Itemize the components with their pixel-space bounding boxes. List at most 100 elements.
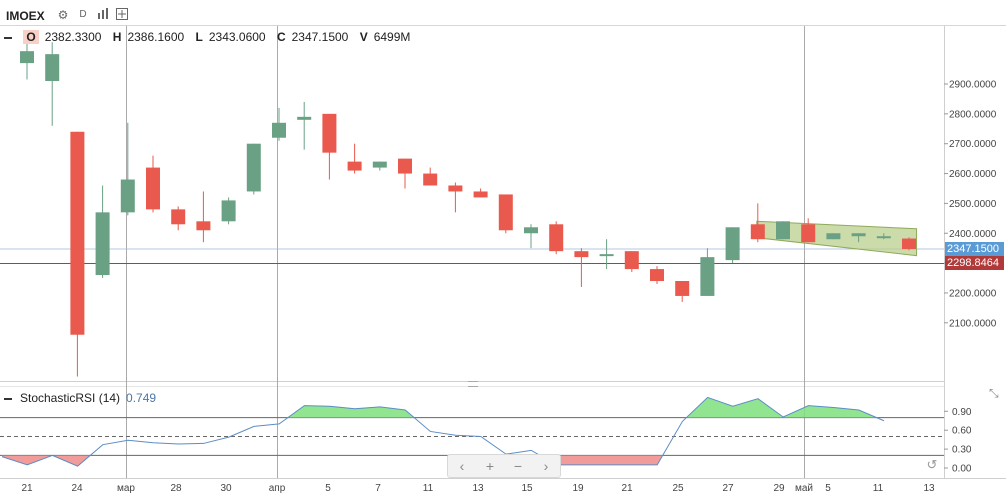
candle (221, 197, 236, 225)
time-tick-label: 29 (773, 483, 785, 494)
candle-body (574, 251, 589, 258)
candle-body (776, 221, 790, 240)
compare-icon[interactable] (115, 8, 129, 22)
candle-body (347, 161, 362, 171)
time-tick-label: 21 (21, 483, 33, 494)
candle (725, 227, 740, 264)
candle-body (599, 254, 614, 257)
time-tick-label: 24 (71, 483, 83, 494)
scroll-right-button[interactable]: › (543, 458, 549, 474)
candle (574, 248, 589, 287)
candle (70, 131, 85, 377)
candle-body (650, 269, 664, 282)
time-tick-label: 5 (325, 483, 331, 494)
candle-body (146, 167, 160, 210)
candle (498, 194, 513, 234)
candle (322, 113, 337, 180)
time-tick-label: 21 (621, 483, 633, 494)
time-tick-label: 13 (472, 483, 484, 494)
gear-icon[interactable]: ⚙ (57, 8, 69, 22)
volume-value: 6499M (373, 30, 411, 44)
candle (196, 191, 211, 243)
time-tick-label: 30 (220, 483, 232, 494)
candle (171, 206, 186, 231)
candle-body (549, 224, 564, 252)
drag-handle-icon[interactable] (4, 36, 12, 39)
last-price-tag: 2347.1500 (945, 242, 1004, 256)
candle (524, 224, 538, 249)
candle (599, 239, 614, 270)
candle (851, 233, 866, 243)
time-tick-label: 7 (375, 483, 381, 494)
drag-handle-icon[interactable] (4, 397, 12, 400)
time-tick-label: 28 (170, 483, 182, 494)
time-tick-label: 5 (825, 483, 831, 494)
candle (423, 167, 438, 186)
candle (448, 182, 463, 213)
candle (20, 42, 34, 80)
candle-body (624, 251, 639, 270)
candle (826, 233, 841, 240)
chart-toolbar: IMOEX ⚙ D (0, 0, 1006, 28)
candle (902, 237, 916, 251)
candle-body (398, 158, 412, 174)
candle-body (272, 122, 286, 138)
candle (776, 221, 790, 240)
candle (146, 155, 160, 213)
time-tick-label: май (795, 483, 813, 494)
expand-arrows-icon[interactable]: ⤡ (989, 386, 999, 400)
stoch-oversold-fill (2, 455, 663, 467)
zoom-in-button[interactable]: + (485, 458, 495, 474)
price-tick-label: 2900.0000 (949, 80, 997, 91)
candle-body (750, 224, 765, 240)
indicator-tick-label: 0.30 (952, 445, 972, 456)
candle (246, 143, 261, 195)
scroll-left-button[interactable]: ‹ (459, 458, 465, 474)
reset-chart-button[interactable]: ↺ (926, 457, 938, 472)
symbol-label[interactable]: IMOEX (6, 9, 45, 23)
time-tick-label: 11 (423, 483, 434, 494)
price-tick-label: 2200.0000 (949, 288, 997, 299)
close-value: 2347.1500 (291, 30, 349, 44)
time-tick-label: 13 (923, 483, 935, 494)
candle-body (171, 209, 186, 225)
low-value: 2343.0600 (208, 30, 266, 44)
candle-body (95, 212, 110, 276)
stoch-overbought-fill (287, 397, 877, 418)
price-tick-label: 2500.0000 (949, 199, 997, 210)
close-label: C (276, 30, 286, 44)
indicator-legend: StochasticRSI (14) 0.749 (4, 391, 156, 405)
candle-body (826, 233, 841, 240)
open-label: O (23, 30, 39, 44)
candle (750, 203, 765, 243)
candle-body (297, 116, 312, 120)
time-tick-label: 19 (572, 483, 584, 494)
time-tick-label: 25 (672, 483, 684, 494)
candle-body (700, 257, 715, 296)
indicator-name[interactable]: StochasticRSI (14) (20, 391, 121, 405)
low-label: L (195, 30, 203, 44)
pane-resize-handle[interactable] (468, 381, 478, 387)
ohlc-legend: O 2382.3300 H 2386.1600 L 2343.0600 C 2347.1… (4, 30, 418, 44)
stoch-rsi-line (1, 396, 885, 467)
candle-body (196, 221, 211, 231)
indicator-tick-label: 0.90 (952, 407, 972, 418)
time-tick-label: апр (269, 483, 286, 494)
candle-body (448, 185, 463, 192)
indicator-tick-label: 0.60 (952, 426, 972, 437)
candle (297, 101, 312, 150)
candle-body (801, 224, 816, 243)
bar-chart-icon[interactable] (96, 8, 110, 22)
candle (801, 218, 816, 243)
candle-body (45, 54, 60, 82)
chart-nav-controls: ‹ + − › (447, 454, 561, 478)
time-tick-label: 15 (521, 483, 533, 494)
candle (700, 248, 715, 296)
candle-body (498, 194, 513, 231)
candle (398, 158, 412, 189)
interval-label[interactable]: D (79, 9, 87, 20)
indicator-tick-label: 0.00 (952, 464, 972, 475)
zoom-out-button[interactable]: − (513, 458, 523, 474)
candle (549, 221, 564, 255)
